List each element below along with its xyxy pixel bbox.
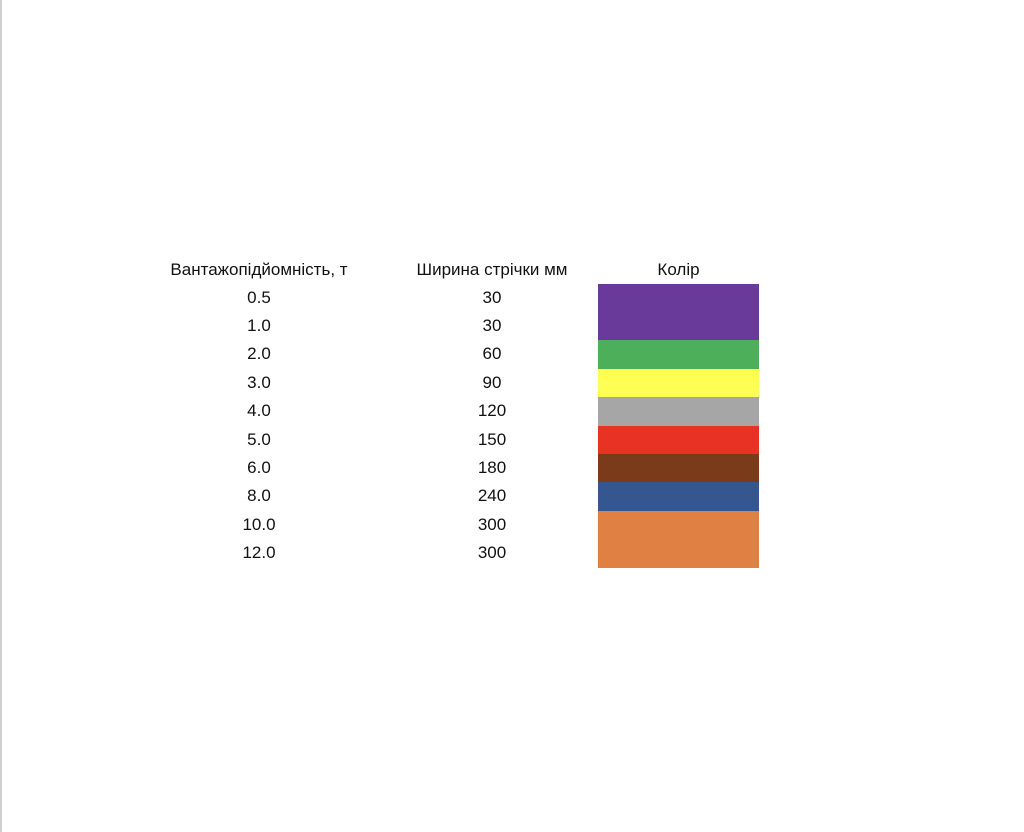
width-cell: 300 bbox=[477, 514, 507, 534]
color-swatch bbox=[598, 539, 759, 568]
capacity-cell: 10.0 bbox=[242, 514, 276, 534]
color-swatch bbox=[598, 425, 759, 455]
width-cell: 300 bbox=[477, 543, 507, 563]
capacity-cell: 2.0 bbox=[247, 344, 271, 364]
width-cell: 90 bbox=[482, 372, 502, 392]
width-cell: 240 bbox=[477, 486, 507, 506]
capacity-cell: 3.0 bbox=[247, 372, 271, 392]
capacity-cell: 12.0 bbox=[242, 543, 276, 563]
capacity-cell: 6.0 bbox=[247, 457, 271, 477]
capacity-cell: 5.0 bbox=[247, 429, 271, 449]
header-cell: Вантажопідйомність, т bbox=[170, 260, 348, 279]
color-swatch bbox=[598, 482, 759, 511]
capacity-cell: 0.5 bbox=[247, 287, 271, 307]
capacity-cell: 8.0 bbox=[247, 486, 271, 506]
width-cell: 150 bbox=[477, 429, 507, 449]
width-cell: 60 bbox=[482, 344, 502, 364]
color-swatch bbox=[598, 340, 759, 369]
color-swatch bbox=[598, 283, 759, 313]
width-cell: 120 bbox=[477, 401, 507, 421]
width-cell: 180 bbox=[477, 457, 507, 477]
color-swatch bbox=[598, 397, 759, 426]
header-cell: Ширина стрічки мм bbox=[416, 260, 568, 279]
width-cell: 30 bbox=[482, 287, 502, 307]
width-cell: 30 bbox=[482, 315, 502, 335]
capacity-cell: 1.0 bbox=[247, 315, 271, 335]
capacity-cell: 4.0 bbox=[247, 401, 271, 421]
header-cell: Колір bbox=[657, 260, 700, 279]
color-swatch bbox=[598, 510, 759, 540]
color-swatch bbox=[598, 311, 759, 341]
color-swatch bbox=[598, 368, 759, 398]
color-swatch bbox=[598, 453, 759, 483]
